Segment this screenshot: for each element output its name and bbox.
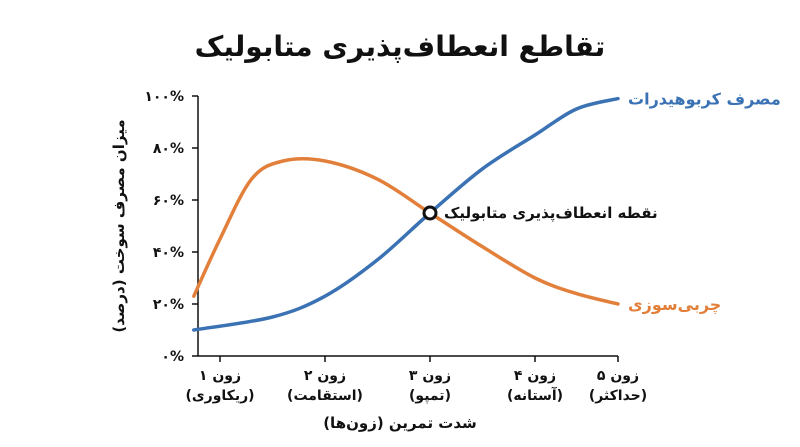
x-tick-label: (آستانه) — [507, 386, 563, 404]
x-axis-label: شدت تمرین (زون‌ها) — [323, 414, 477, 432]
y-tick-label: ۸۰% — [153, 141, 184, 157]
fat-burn-series-line — [192, 157, 620, 306]
x-tick-label: زون ۲ — [304, 368, 346, 384]
chart-title: تقاطع انعطاف‌پذیری متابولیک — [195, 30, 606, 63]
crossover-point-marker — [422, 205, 438, 221]
y-tick-label: ۲۰% — [153, 297, 184, 313]
x-tick-label: (تمپو) — [409, 388, 451, 404]
fat-burn-series-label: چربی‌سوزی — [628, 295, 721, 315]
y-tick-label: ۶۰% — [153, 193, 184, 209]
y-ticks: ۰% ۲۰% ۴۰% ۶۰% ۸۰% ۱۰۰% — [144, 89, 198, 365]
x-tick-label: زون ۵ — [597, 368, 639, 384]
x-tick-label: (حداکثر) — [589, 388, 647, 404]
carbohydrate-series-label: مصرف کربوهیدرات — [628, 90, 781, 109]
x-tick-label: زون ۳ — [409, 368, 451, 384]
axes — [197, 96, 618, 357]
x-ticks: زون ۱ (ریکاوری) زون ۲ (استقامت) زون ۳ (تمپو) ز… — [185, 356, 647, 404]
x-tick-label: زون ۴ — [514, 368, 556, 384]
crossover-annotation: نقطه انعطاف‌پذیری متابولیک — [444, 204, 658, 223]
x-tick-label: (ریکاوری) — [185, 388, 254, 404]
annotation-marks: نقطه انعطاف‌پذیری متابولیک — [422, 204, 658, 223]
y-axis-label: میزان مصرف سوخت (درصد) — [110, 119, 128, 332]
y-tick-label: ۰% — [161, 349, 184, 365]
y-tick-label: ۴۰% — [153, 245, 184, 261]
x-tick-label: (استقامت) — [287, 388, 363, 404]
y-tick-label: ۱۰۰% — [144, 89, 184, 105]
x-tick-label: زون ۱ — [199, 368, 241, 384]
